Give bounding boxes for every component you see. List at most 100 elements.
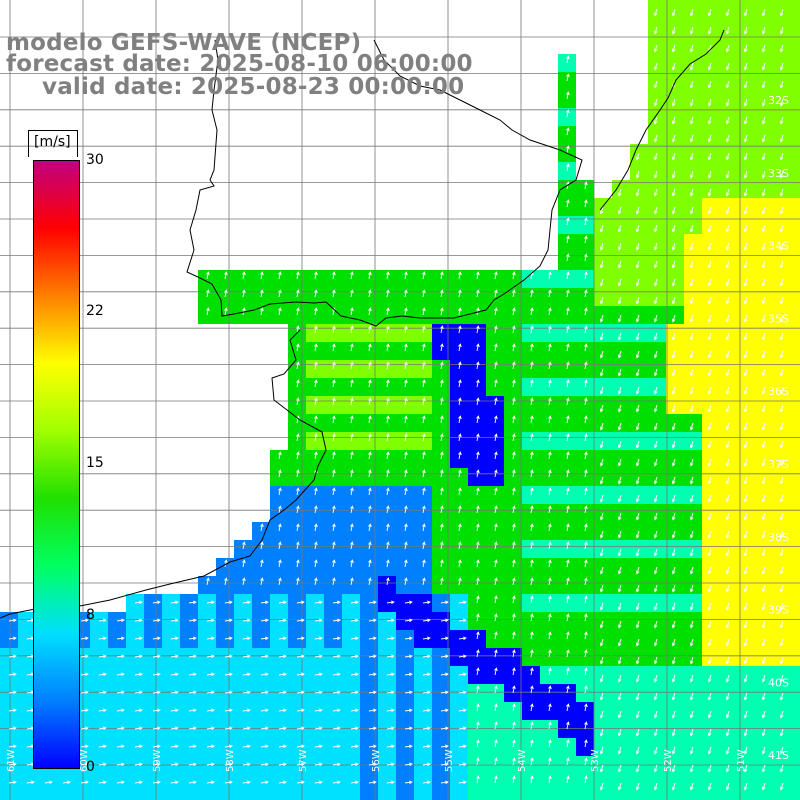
wind-arrow [671,620,676,629]
wind-arrow [116,618,125,623]
wind-arrow [725,260,730,269]
wind-arrow [617,368,622,377]
wind-arrow [584,559,588,568]
wind-arrow [494,487,498,496]
wind-arrow [350,672,359,677]
wind-arrow [386,307,390,316]
wind-arrow [8,654,17,659]
wind-arrow [725,80,730,89]
wind-arrow [368,307,372,316]
wind-arrow [779,350,784,359]
wind-arrow [548,433,552,442]
wind-arrow [494,559,498,568]
wind-arrow [617,512,622,521]
wind-arrow [653,404,658,413]
wind-arrow [743,170,748,179]
field-cell [144,792,162,800]
wind-arrow [779,152,784,161]
wind-arrow [206,307,210,316]
wind-arrow [494,577,498,586]
wind-arrow [332,726,341,731]
wind-arrow [152,618,161,623]
wind-arrow [260,726,269,731]
wind-arrow [635,566,640,575]
wind-arrow [584,667,588,676]
wind-arrow [779,314,784,323]
wind-arrow [689,224,694,233]
wind-arrow [494,757,498,766]
wind-arrow [350,451,354,460]
wind-arrow [422,487,426,496]
wind-arrow [566,433,570,442]
wind-arrow [584,631,588,640]
wind-arrow [458,780,467,785]
wind-arrow [599,728,604,737]
wind-arrow [530,361,534,370]
wind-arrow [152,708,161,713]
wind-arrow [422,397,426,406]
wind-arrow [152,726,161,731]
field-cell [792,162,800,180]
wind-arrow [170,636,179,641]
wind-arrow [116,744,125,749]
wind-arrow [599,224,604,233]
wind-arrow [548,739,552,748]
wind-arrow [386,397,390,406]
wind-arrow [476,559,480,568]
wind-arrow [314,505,318,514]
wind-arrow [779,746,784,755]
wind-arrow [278,762,287,767]
wind-arrow [548,775,552,784]
wind-arrow [206,690,215,695]
wind-arrow [206,289,210,298]
wind-arrow [635,188,640,197]
wind-arrow [725,422,730,431]
wind-arrow [671,710,676,719]
field-cell [792,684,800,702]
wind-arrow [530,307,534,316]
wind-arrow [296,636,305,641]
wind-arrow [689,26,694,35]
wind-arrow [332,636,341,641]
wind-arrow [566,271,570,280]
wind-arrow [314,541,318,550]
wind-arrow [332,541,336,550]
wind-arrow [422,343,426,352]
wind-arrow [314,379,318,388]
wind-arrow [494,667,498,676]
wind-arrow [512,595,516,604]
wind-arrow [761,404,766,413]
wind-arrow [653,170,658,179]
wind-arrow [530,343,534,352]
field-cell [612,792,630,800]
wind-arrow [566,289,570,298]
wind-arrow [635,728,640,737]
unit-box [28,130,78,157]
wind-arrow [653,188,658,197]
wind-arrow [260,307,264,316]
wind-arrow [404,307,408,316]
wind-arrow [599,494,604,503]
wind-arrow [617,656,622,665]
wind-arrow [476,757,480,766]
wind-arrow [422,559,426,568]
wind-arrow [404,433,408,442]
wind-arrow [350,618,359,623]
wind-arrow [548,559,552,568]
wind-arrow [422,577,426,586]
wind-arrow [617,278,622,287]
wind-arrow [743,8,748,17]
wind-arrow [422,672,431,677]
wind-arrow [584,613,588,622]
wind-arrow [98,654,107,659]
wind-arrow [386,415,390,424]
wind-arrow [653,422,658,431]
wind-arrow [584,199,588,208]
wind-arrow [386,487,390,496]
wind-arrow [671,386,676,395]
wind-arrow [422,726,431,731]
wind-arrow [80,708,89,713]
wind-arrow [224,762,233,767]
wind-arrow [671,116,676,125]
wind-arrow [350,325,354,334]
